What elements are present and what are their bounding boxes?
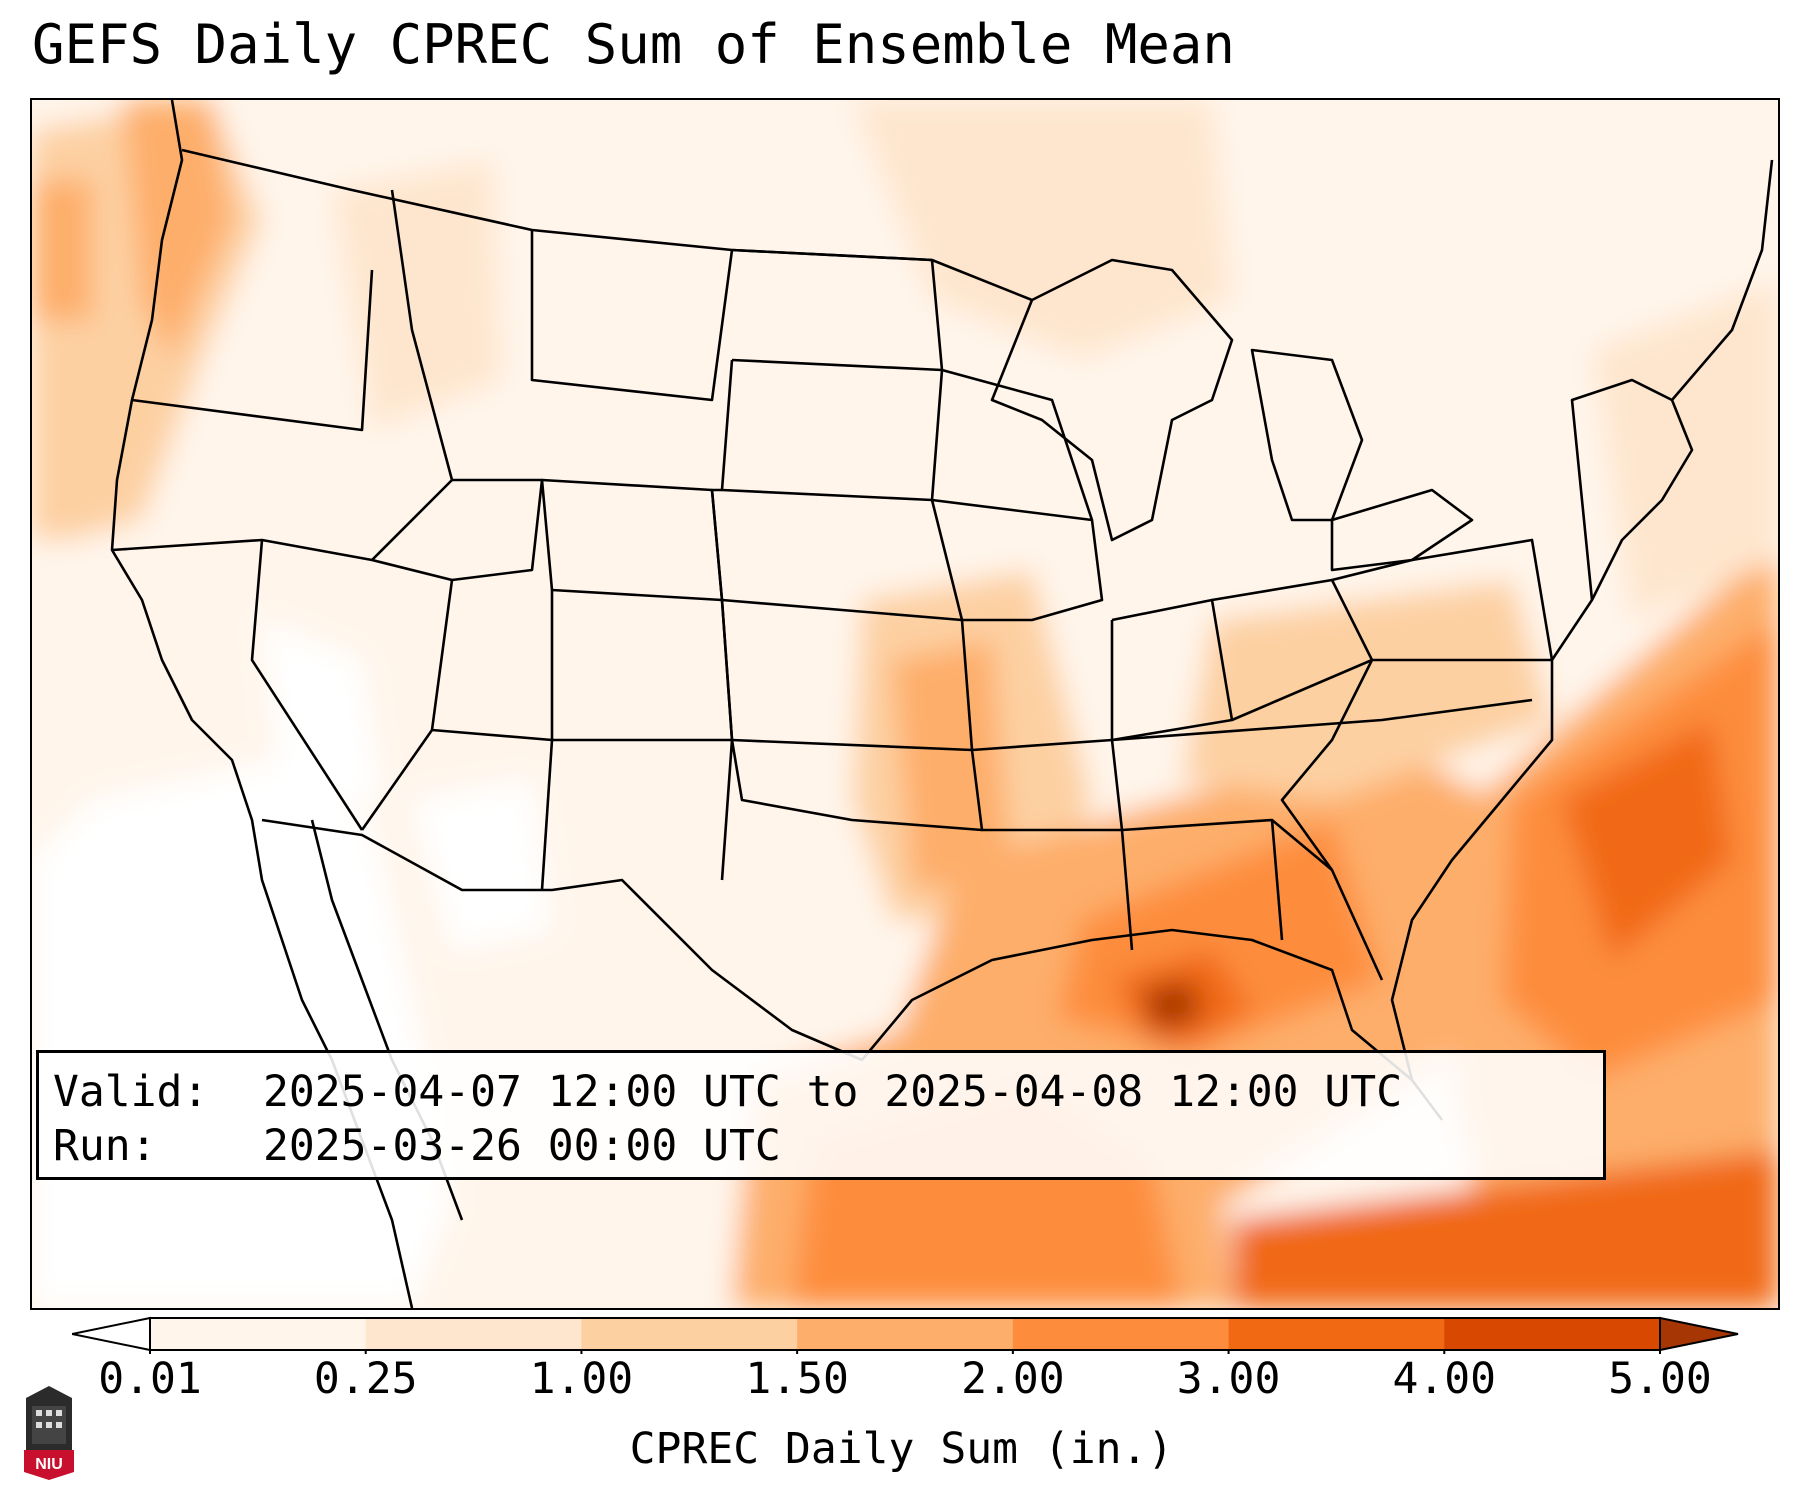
colorbar-segment	[1444, 1318, 1661, 1350]
colorbar-tick-label: 4.00	[1392, 1354, 1497, 1404]
valid-label: Valid:	[53, 1067, 209, 1117]
niu-logo-icon: NIU	[24, 1386, 74, 1480]
colorbar-segment	[797, 1318, 1014, 1350]
colorbar-tick-label: 3.00	[1176, 1354, 1281, 1404]
state-boundaries	[110, 100, 1774, 1308]
colorbar-segment	[150, 1318, 367, 1350]
chart-title: GEFS Daily CPREC Sum of Ensemble Mean	[32, 13, 1235, 76]
colorbar	[72, 1316, 1739, 1354]
niu-logo-text: NIU	[35, 1456, 63, 1473]
colorbar-tick-label: 0.01	[98, 1354, 202, 1404]
colorbar-segment	[581, 1318, 798, 1350]
run-row: Run: 2025-03-26 00:00 UTC	[53, 1119, 1589, 1173]
colorbar-tick-label: 5.00	[1608, 1354, 1712, 1404]
run-value: 2025-03-26 00:00 UTC	[263, 1121, 781, 1171]
valid-value: 2025-04-07 12:00 UTC to 2025-04-08 12:00…	[263, 1067, 1403, 1117]
valid-row: Valid: 2025-04-07 12:00 UTC to 2025-04-0…	[53, 1065, 1589, 1119]
colorbar-tick-label: 1.50	[745, 1354, 849, 1404]
colorbar-tick-label: 0.25	[313, 1354, 418, 1404]
colorbar-outline	[149, 1317, 1661, 1351]
run-label: Run:	[53, 1121, 157, 1171]
valid-run-info-box: Valid: 2025-04-07 12:00 UTC to 2025-04-0…	[36, 1050, 1606, 1180]
colorbar-tick-label: 1.00	[529, 1354, 634, 1404]
colorbar-under-arrow	[72, 1316, 151, 1352]
colorbar-segment	[1228, 1318, 1445, 1350]
colorbar-segment	[365, 1318, 582, 1350]
colorbar-label: CPREC Daily Sum (in.)	[629, 1424, 1174, 1474]
colorbar-tick-label: 2.00	[961, 1354, 1065, 1404]
colorbar-segment	[1012, 1318, 1230, 1350]
colorbar-over-arrow	[1659, 1316, 1739, 1352]
